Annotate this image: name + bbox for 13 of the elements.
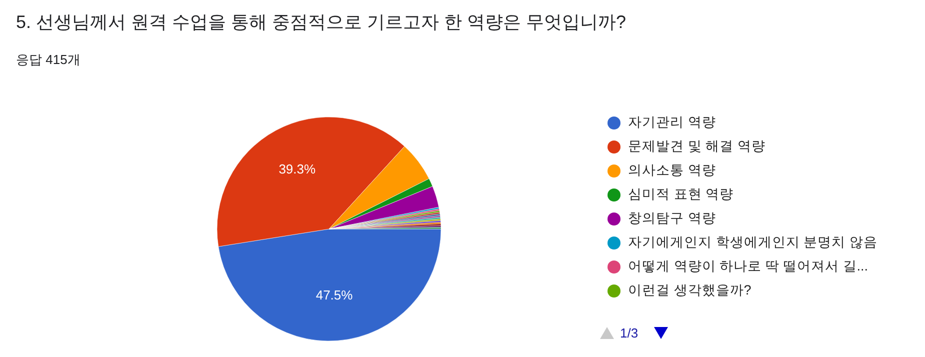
- legend-label: 문제발견 및 해결 역량: [628, 138, 766, 154]
- legend-label: 의사소통 역량: [628, 162, 716, 178]
- text: 1/3: [620, 325, 638, 340]
- legend-label: 자기관리 역량: [628, 114, 716, 130]
- legend-label: 이런걸 생각했을까?: [628, 282, 752, 298]
- legend-label: 어떻게 역량이 하나로 딱 떨어져서 길...: [628, 258, 868, 274]
- data-label: 39.3%: [278, 161, 316, 176]
- legend-label: 자기에게인지 학생에게인지 분명치 않음: [628, 234, 878, 250]
- data-label: 47.5%: [316, 287, 354, 302]
- text: 응답 415개: [16, 52, 80, 67]
- chart-title: 5. 선생님께서 원격 수업을 통해 중점적으로 기르고자 한 역량은 무엇입니까?: [16, 12, 626, 32]
- legend-label: 심미적 표현 역량: [628, 186, 734, 202]
- legend-label: 창의탐구 역량: [628, 210, 716, 226]
